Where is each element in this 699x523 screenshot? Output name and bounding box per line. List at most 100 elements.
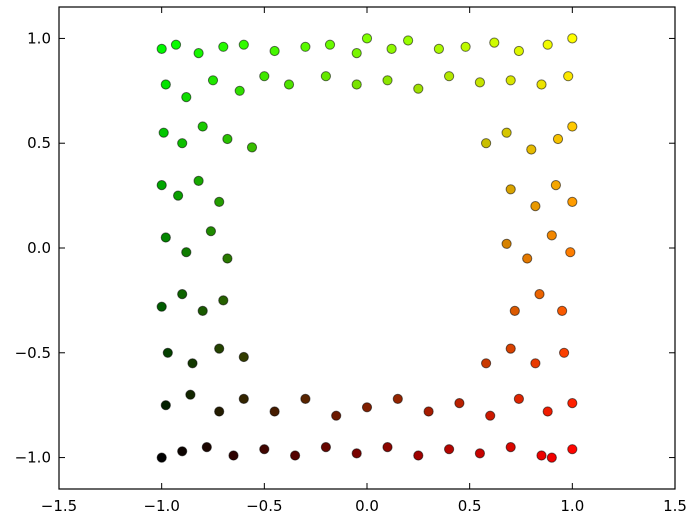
scatter-point	[567, 398, 578, 409]
scatter-point	[530, 358, 541, 369]
scatter-point	[505, 442, 516, 453]
scatter-point	[269, 45, 280, 57]
scatter-point	[485, 410, 496, 421]
scatter-point	[361, 402, 373, 413]
scatter-point	[403, 35, 414, 46]
scatter-point	[542, 406, 553, 417]
scatter-point	[205, 226, 216, 237]
scatter-point	[505, 343, 516, 354]
scatter-point	[269, 406, 280, 417]
scatter-point	[513, 393, 525, 404]
scatter-point	[331, 410, 342, 421]
scatter-point	[513, 45, 525, 57]
scatter-point	[158, 127, 169, 138]
scatter-point	[218, 41, 229, 52]
scatter-point	[156, 180, 167, 191]
scatter-point	[170, 39, 182, 50]
scatter-point	[534, 289, 545, 300]
scatter-point	[234, 85, 245, 96]
scatter-point	[474, 77, 485, 88]
scatter-point	[193, 175, 204, 186]
scatter-point	[351, 48, 362, 59]
scatter-point	[386, 43, 397, 55]
scatter-point	[259, 444, 270, 455]
ticks-layer: −1.5 −1.0 −0.5 0.0 0.5 1.0 1.5 −1.0 −0.5 0.0 0.5 1.…	[15, 7, 687, 515]
scatter-point	[567, 33, 578, 44]
scatter-point	[505, 184, 516, 195]
scatter-point	[522, 253, 533, 264]
scatter-point	[501, 127, 512, 138]
scatter-point	[201, 442, 212, 453]
scatter-point	[505, 75, 516, 86]
scatter-point	[156, 301, 167, 312]
scatter-point	[300, 41, 311, 52]
scatter-point	[567, 444, 578, 455]
scatter-point	[238, 393, 249, 404]
scatter-point	[290, 450, 301, 461]
x-tick-label: 1.0	[560, 497, 584, 515]
x-tick-label: 0.0	[355, 497, 379, 515]
points-layer	[156, 33, 578, 463]
scatter-point	[160, 400, 171, 411]
scatter-point	[546, 452, 557, 463]
scatter-point	[361, 33, 373, 44]
scatter-point	[160, 232, 171, 243]
scatter-point	[177, 289, 188, 300]
scatter-point	[181, 92, 192, 103]
scatter-point	[156, 452, 167, 463]
scatter-point	[433, 43, 444, 55]
x-tick-label: −1.0	[143, 497, 179, 515]
scatter-point	[185, 389, 196, 400]
scatter-point	[563, 71, 574, 82]
y-tick-label: 0.5	[27, 134, 51, 152]
scatter-point	[481, 138, 492, 149]
scatter-point	[423, 406, 434, 417]
scatter-point	[228, 450, 239, 461]
scatter-point	[238, 39, 249, 50]
scatter-point	[177, 138, 188, 149]
scatter-point	[382, 75, 393, 86]
scatter-point	[567, 196, 578, 207]
scatter-point	[246, 142, 258, 153]
scatter-point	[536, 79, 547, 90]
scatter-point	[567, 121, 578, 132]
scatter-point	[197, 305, 208, 316]
scatter-point	[559, 347, 570, 358]
scatter-point	[197, 121, 208, 132]
scatter-point	[557, 305, 568, 316]
scatter-point	[351, 79, 362, 90]
scatter-point	[324, 39, 336, 50]
scatter-point	[351, 448, 362, 459]
scatter-point	[552, 133, 564, 145]
scatter-point	[444, 71, 455, 82]
scatter-point	[160, 79, 171, 90]
scatter-point	[218, 295, 229, 306]
scatter-point	[481, 358, 492, 369]
y-tick-label: 0.0	[27, 239, 51, 257]
y-tick-label: 1.0	[27, 29, 51, 47]
scatter-point	[509, 305, 520, 316]
scatter-point	[454, 398, 465, 409]
x-tick-label: 1.5	[663, 497, 687, 515]
x-tick-label: −1.5	[41, 497, 77, 515]
scatter-point	[238, 351, 249, 363]
scatter-point	[222, 253, 233, 264]
scatter-point	[187, 358, 198, 369]
scatter-point	[162, 347, 173, 358]
scatter-point	[542, 39, 553, 50]
scatter-point	[259, 71, 270, 82]
scatter-point	[320, 71, 331, 82]
scatter-point	[207, 75, 219, 86]
y-tick-label: −0.5	[15, 344, 51, 362]
scatter-point	[300, 393, 311, 404]
scatter-point	[181, 247, 192, 258]
scatter-point	[565, 247, 576, 258]
scatter-point	[413, 83, 424, 94]
scatter-point	[214, 343, 225, 354]
scatter-point	[382, 442, 393, 453]
scatter-point	[489, 37, 500, 48]
scatter-point	[460, 41, 471, 52]
scatter-point	[193, 48, 204, 59]
scatter-point	[530, 201, 541, 212]
